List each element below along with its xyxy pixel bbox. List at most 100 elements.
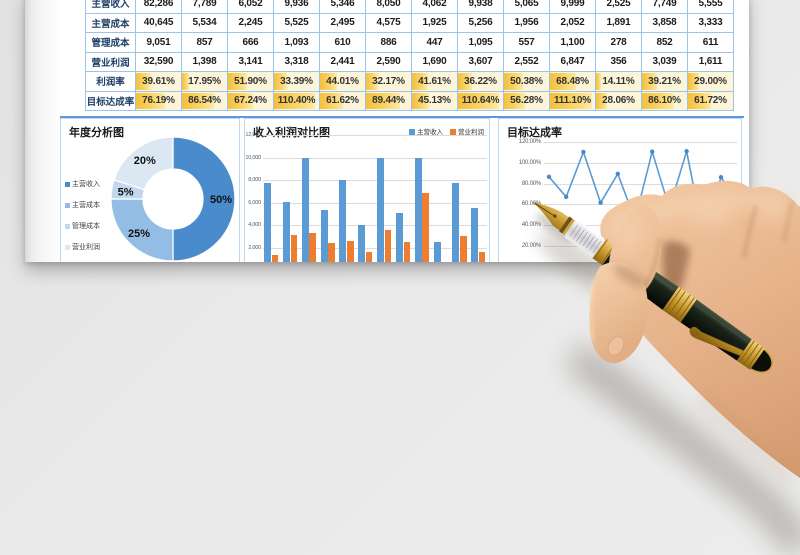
table-cell[interactable]: 7,789 bbox=[182, 0, 228, 14]
table-cell[interactable]: 857 bbox=[182, 33, 228, 53]
table-cell[interactable]: 3,333 bbox=[688, 13, 734, 33]
data-bar bbox=[228, 92, 254, 109]
table-cell[interactable]: 110.40% bbox=[274, 91, 320, 111]
table-cell[interactable]: 110.64% bbox=[458, 91, 504, 111]
table-cell[interactable]: 447 bbox=[412, 33, 458, 53]
table-cell[interactable]: 44.01% bbox=[320, 72, 366, 92]
table-cell[interactable]: 9,051 bbox=[136, 33, 182, 53]
table-cell[interactable]: 5,256 bbox=[458, 13, 504, 33]
table-cell[interactable]: 5,555 bbox=[688, 0, 734, 14]
table-cell[interactable]: 6,847 bbox=[550, 52, 596, 72]
table-cell[interactable]: 1,891 bbox=[596, 13, 642, 33]
table-cell[interactable]: 2,495 bbox=[320, 13, 366, 33]
table-cell[interactable]: 32,590 bbox=[136, 52, 182, 72]
legend-item: 主营收入 bbox=[65, 179, 100, 200]
table-cell[interactable]: 67.24% bbox=[228, 91, 274, 111]
table-cell[interactable]: 1,398 bbox=[182, 52, 228, 72]
data-point-marker bbox=[564, 194, 569, 200]
table-cell[interactable]: 5,534 bbox=[182, 13, 228, 33]
table-cell[interactable]: 6,052 bbox=[228, 0, 274, 14]
table-cell[interactable]: 5,065 bbox=[504, 0, 550, 14]
table-cell[interactable]: 2,552 bbox=[504, 52, 550, 72]
table-cell[interactable]: 886 bbox=[366, 33, 412, 53]
data-bar bbox=[688, 73, 699, 90]
table-cell[interactable]: 666 bbox=[228, 33, 274, 53]
revenue-bar bbox=[282, 202, 290, 262]
table-cell[interactable]: 86.10% bbox=[642, 91, 688, 111]
table-cell[interactable]: 9,938 bbox=[458, 0, 504, 14]
table-cell[interactable]: 28.06% bbox=[596, 91, 642, 111]
table-cell[interactable]: 1,611 bbox=[688, 52, 734, 72]
data-bar bbox=[458, 73, 472, 90]
table-cell[interactable]: 89.44% bbox=[366, 91, 412, 111]
table-cell[interactable]: 40,645 bbox=[136, 13, 182, 33]
table-cell[interactable]: 61.62% bbox=[320, 91, 366, 111]
table-cell[interactable]: 7,749 bbox=[642, 0, 688, 14]
revenue-bar bbox=[471, 207, 479, 262]
table-cell[interactable]: 86.54% bbox=[182, 91, 228, 111]
gridline bbox=[544, 162, 737, 164]
table-cell[interactable]: 2,245 bbox=[228, 13, 274, 33]
gridline bbox=[263, 202, 487, 204]
revenue-bar bbox=[377, 158, 384, 262]
table-cell[interactable]: 610 bbox=[320, 33, 366, 53]
table-cell[interactable]: 36.22% bbox=[458, 72, 504, 92]
table-cell[interactable]: 2,590 bbox=[366, 52, 412, 72]
table-cell[interactable]: 557 bbox=[504, 33, 550, 53]
table-cell[interactable]: 2,441 bbox=[320, 52, 366, 72]
y-axis-tick: 10,000 bbox=[245, 154, 261, 161]
table-cell[interactable]: 1,956 bbox=[504, 13, 550, 33]
data-point-marker bbox=[546, 174, 552, 179]
row-label: 目标达成率 bbox=[86, 91, 136, 111]
profit-bar bbox=[290, 235, 297, 262]
table-cell[interactable]: 3,039 bbox=[642, 52, 688, 72]
donut-slice-label: 20% bbox=[134, 155, 156, 167]
donut-slice-label: 50% bbox=[210, 194, 232, 206]
table-cell[interactable]: 1,095 bbox=[458, 33, 504, 53]
table-cell[interactable]: 76.19% bbox=[136, 91, 182, 111]
donut-chart-legend: 主营收入 主营成本 管理成本 营业利润 bbox=[65, 179, 100, 262]
table-cell[interactable]: 45.13% bbox=[412, 91, 458, 111]
table-cell[interactable]: 1,093 bbox=[274, 33, 320, 53]
table-cell[interactable]: 51.90% bbox=[228, 72, 274, 92]
table-cell[interactable]: 2,525 bbox=[596, 0, 642, 14]
table-cell[interactable]: 1,925 bbox=[412, 13, 458, 33]
table-cell[interactable]: 5,346 bbox=[320, 0, 366, 14]
table-cell[interactable]: 8,050 bbox=[366, 0, 412, 14]
table-cell[interactable]: 278 bbox=[596, 33, 642, 53]
table-cell[interactable]: 33.39% bbox=[274, 72, 320, 92]
table-cell[interactable]: 111.10% bbox=[550, 91, 596, 111]
table-cell[interactable]: 61.72% bbox=[688, 91, 734, 111]
table-cell[interactable]: 4,062 bbox=[412, 0, 458, 14]
data-bar bbox=[458, 92, 500, 109]
table-cell[interactable]: 82,286 bbox=[136, 0, 182, 14]
table-cell[interactable]: 3,858 bbox=[642, 13, 688, 33]
table-cell[interactable]: 3,318 bbox=[274, 52, 320, 72]
table-cell[interactable]: 5,525 bbox=[274, 13, 320, 33]
table-cell[interactable]: 4,575 bbox=[366, 13, 412, 33]
table-cell[interactable]: 29.00% bbox=[688, 72, 734, 92]
data-bar bbox=[274, 73, 287, 90]
table-cell[interactable]: 56.28% bbox=[504, 91, 550, 111]
table-cell[interactable]: 39.61% bbox=[136, 72, 182, 92]
pen-cap bbox=[680, 299, 752, 361]
table-cell[interactable]: 14.11% bbox=[596, 72, 642, 92]
table-cell[interactable]: 1,100 bbox=[550, 33, 596, 53]
table-cell[interactable]: 3,141 bbox=[228, 52, 274, 72]
table-cell[interactable]: 9,999 bbox=[550, 0, 596, 14]
table-cell[interactable]: 68.48% bbox=[550, 72, 596, 92]
table-cell[interactable]: 1,690 bbox=[412, 52, 458, 72]
table-cell[interactable]: 2,052 bbox=[550, 13, 596, 33]
table-cell[interactable]: 356 bbox=[596, 52, 642, 72]
table-cell[interactable]: 39.21% bbox=[642, 72, 688, 92]
table-cell[interactable]: 41.61% bbox=[412, 72, 458, 92]
data-bar bbox=[642, 92, 675, 109]
table-cell[interactable]: 9,936 bbox=[274, 0, 320, 14]
table-cell[interactable]: 3,607 bbox=[458, 52, 504, 72]
table-cell[interactable]: 852 bbox=[642, 33, 688, 53]
table-cell[interactable]: 611 bbox=[688, 33, 734, 53]
table-cell[interactable]: 32.17% bbox=[366, 72, 412, 92]
y-axis-tick: 80.00% bbox=[521, 180, 541, 187]
table-cell[interactable]: 50.38% bbox=[504, 72, 550, 92]
table-cell[interactable]: 17.95% bbox=[182, 72, 228, 92]
